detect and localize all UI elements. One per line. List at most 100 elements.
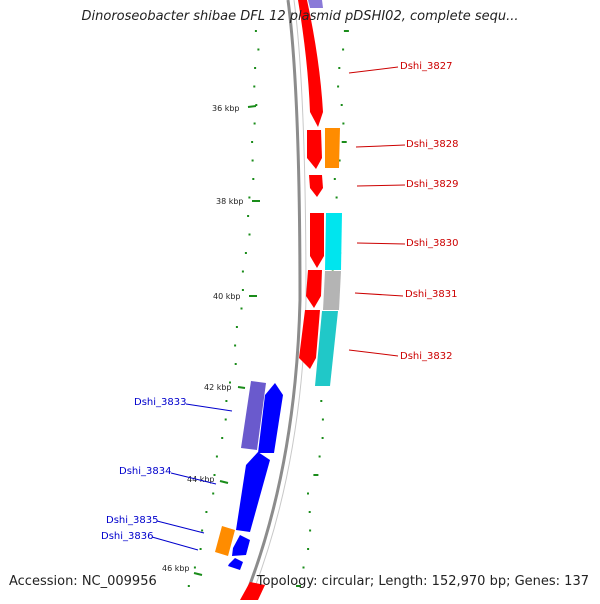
position-tick-labels: 36 kbp 38 kbp 40 kbp 42 kbp 44 kbp 46 kb… xyxy=(162,104,244,573)
cds-block[interactable] xyxy=(232,535,250,556)
gene-labels-reverse: Dshi_3833 Dshi_3834 Dshi_3835 Dshi_3836 xyxy=(101,397,186,542)
gc-dot xyxy=(313,474,319,476)
gc-dot xyxy=(247,215,250,217)
gc-dot xyxy=(201,529,204,532)
gc-dot xyxy=(340,104,343,106)
map-title: Dinoroseobacter shibae DFL 12 plasmid pD… xyxy=(81,9,519,24)
gc-dot xyxy=(308,511,311,513)
tick-label: 40 kbp xyxy=(213,292,241,301)
gene-label[interactable]: Dshi_3834 xyxy=(119,466,171,477)
gene-label[interactable]: Dshi_3836 xyxy=(101,531,153,542)
gene-label[interactable]: Dshi_3832 xyxy=(400,351,452,362)
gc-dot xyxy=(225,400,228,402)
gc-dot xyxy=(215,455,218,458)
gc-dot xyxy=(248,233,251,236)
cds-block[interactable] xyxy=(240,582,265,600)
gc-dot xyxy=(229,381,231,384)
gc-skew-dots-inner xyxy=(187,30,260,587)
gene-labels-forward: Dshi_3827 Dshi_3828 Dshi_3829 Dshi_3830 … xyxy=(400,61,458,362)
cog-block[interactable] xyxy=(325,213,342,270)
cds-block[interactable] xyxy=(306,270,322,308)
gc-dot xyxy=(213,474,216,476)
cog-block[interactable] xyxy=(241,381,266,450)
cds-block[interactable] xyxy=(307,130,322,169)
cds-block[interactable] xyxy=(298,0,323,127)
gc-dot xyxy=(307,548,310,550)
gc-dot xyxy=(254,30,257,32)
gc-dot xyxy=(318,455,321,458)
tick-label: 46 kbp xyxy=(162,564,190,573)
gc-dot xyxy=(248,196,251,199)
topology-summary: Topology: circular; Length: 152,970 bp; … xyxy=(256,574,589,589)
reverse-cds-track xyxy=(228,383,283,570)
gc-dot xyxy=(337,85,340,88)
gc-dot xyxy=(241,270,244,273)
gene-label[interactable]: Dshi_3830 xyxy=(406,238,458,249)
cds-block[interactable] xyxy=(228,558,243,570)
gc-dot xyxy=(342,48,345,51)
gc-dot xyxy=(235,326,238,328)
gene-label[interactable]: Dshi_3831 xyxy=(405,289,457,300)
gc-dot xyxy=(321,418,324,421)
gc-dot xyxy=(302,566,305,569)
accession-text: Accession: NC_009956 xyxy=(9,574,157,589)
gc-dot xyxy=(255,104,258,106)
position-ticks xyxy=(193,105,260,576)
gc-dot xyxy=(252,178,255,180)
cds-block[interactable] xyxy=(299,310,320,369)
gc-dot xyxy=(187,585,190,587)
gc-dot xyxy=(193,566,196,569)
cds-block[interactable] xyxy=(309,175,323,197)
gc-dot xyxy=(234,344,237,347)
cog-block[interactable] xyxy=(315,311,338,386)
gc-dot xyxy=(224,418,227,421)
cds-block[interactable] xyxy=(258,383,283,453)
gc-dot xyxy=(234,363,237,365)
tick-label: 38 kbp xyxy=(216,197,244,206)
cds-block[interactable] xyxy=(236,452,270,532)
cds-block[interactable] xyxy=(310,213,324,268)
gc-dot xyxy=(335,196,338,199)
gc-dot xyxy=(253,122,256,125)
tick-label: 42 kbp xyxy=(204,383,232,392)
gc-dot xyxy=(251,141,254,143)
gc-dot xyxy=(257,48,260,51)
gc-dot xyxy=(221,437,224,439)
gc-dot xyxy=(321,437,324,439)
gc-dot xyxy=(199,548,202,550)
gc-dot xyxy=(342,122,345,125)
reverse-cog-track xyxy=(215,381,266,556)
gc-dot xyxy=(254,67,257,69)
gc-dot xyxy=(253,85,256,88)
gc-dot xyxy=(241,289,244,291)
cog-block[interactable] xyxy=(325,128,340,168)
gc-dot xyxy=(338,159,341,162)
gc-dot xyxy=(338,67,341,69)
cog-block[interactable] xyxy=(215,526,235,556)
cog-block[interactable] xyxy=(308,0,323,8)
gene-label[interactable]: Dshi_3833 xyxy=(134,397,186,408)
gc-dot xyxy=(307,492,309,495)
gene-leader-lines xyxy=(151,66,406,551)
gc-dot xyxy=(320,400,323,402)
forward-cog-track xyxy=(308,0,342,386)
gc-dot xyxy=(244,252,247,254)
gene-label[interactable]: Dshi_3828 xyxy=(406,139,458,150)
gene-label[interactable]: Dshi_3827 xyxy=(400,61,452,72)
forward-cds-track xyxy=(240,0,324,600)
gene-label[interactable]: Dshi_3829 xyxy=(406,179,458,190)
gc-dot xyxy=(296,585,301,587)
tick-label: 44 kbp xyxy=(187,475,215,484)
cog-block[interactable] xyxy=(323,271,341,310)
gene-label[interactable]: Dshi_3835 xyxy=(106,515,158,526)
gc-dot xyxy=(240,307,243,310)
tick-label: 36 kbp xyxy=(212,104,240,113)
backbone-ring xyxy=(242,0,307,601)
gc-dot xyxy=(333,178,336,180)
gc-dot xyxy=(309,529,312,532)
gc-dot xyxy=(205,511,208,513)
gc-dot xyxy=(212,492,215,495)
gc-dot xyxy=(251,159,254,162)
